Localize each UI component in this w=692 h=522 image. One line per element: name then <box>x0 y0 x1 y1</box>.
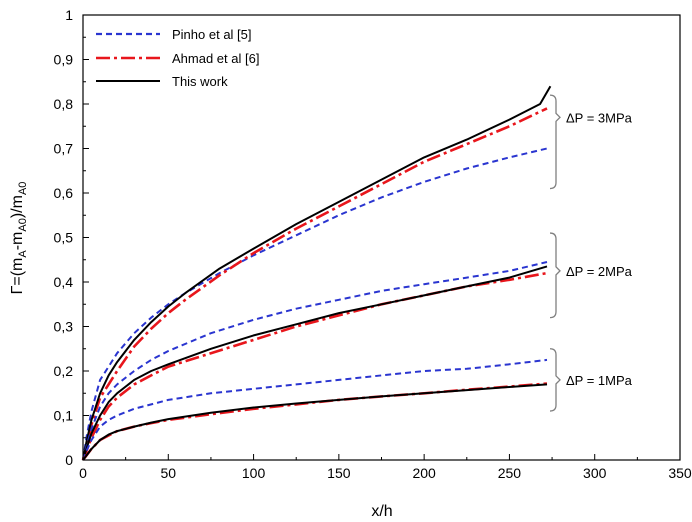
y-tick-label: 0,9 <box>54 52 74 68</box>
y-tick-label: 0,2 <box>54 363 74 379</box>
x-tick-label: 350 <box>668 465 692 481</box>
series-line-3 <box>82 261 548 461</box>
legend-label-ahmad: Ahmad et al [6] <box>172 51 259 66</box>
bracket-1mpa <box>549 348 561 412</box>
series-line-6 <box>82 358 548 461</box>
y-axis-title-prefix: Γ=(m <box>9 258 26 295</box>
axes: 0 50 100 150 200 250 300 350 0 0,1 0,2 0,3 0,4 0,5 0,6… <box>54 7 692 481</box>
x-axis-title: x/h <box>371 503 392 520</box>
series-line-8 <box>82 383 548 461</box>
series-line-5 <box>82 265 548 461</box>
y-axis-title-sub2: A0 <box>17 218 29 231</box>
legend: Pinho et al [5] Ahmad et al [6] This wor… <box>96 27 259 89</box>
bracket-2mpa <box>549 232 561 319</box>
legend-label-this-work: This work <box>172 74 228 89</box>
y-tick-label: 0,6 <box>54 185 74 201</box>
y-tick-label: 0,5 <box>54 230 74 246</box>
y-tick-label: 0,3 <box>54 319 74 335</box>
series-line-1 <box>81 107 548 461</box>
series-line-4 <box>81 271 548 461</box>
y-tick-label: 1 <box>65 7 73 23</box>
series-line-0 <box>82 147 548 461</box>
x-tick-label: 50 <box>160 465 176 481</box>
y-tick-label: 0,1 <box>54 408 74 424</box>
annotations: ΔP = 3MPa ΔP = 2MPa ΔP = 1MPa <box>549 94 633 412</box>
annotation-2mpa: ΔP = 2MPa <box>566 264 633 279</box>
series-line-2 <box>82 85 552 461</box>
annotation-3mpa: ΔP = 3MPa <box>566 110 633 125</box>
x-tick-label: 100 <box>242 465 266 481</box>
y-tick-label: 0,8 <box>54 96 74 112</box>
y-tick-label: 0,4 <box>54 274 74 290</box>
x-tick-label: 150 <box>327 465 351 481</box>
x-tick-label: 0 <box>79 465 87 481</box>
x-tick-label: 200 <box>412 465 436 481</box>
x-tick-label: 300 <box>583 465 607 481</box>
y-axis-title-sub1: A <box>17 250 29 258</box>
y-axis-title-mid: -m <box>9 232 26 251</box>
series-layer <box>81 85 552 461</box>
annotation-1mpa: ΔP = 1MPa <box>566 373 633 388</box>
y-axis-title: Γ=(mA-mA0)/mA0 <box>9 182 29 295</box>
x-tick-label: 250 <box>498 465 522 481</box>
y-tick-label: 0,7 <box>54 141 74 157</box>
legend-label-pinho: Pinho et al [5] <box>172 27 252 42</box>
y-axis-title-close: )/m <box>9 195 26 218</box>
y-tick-label: 0 <box>65 452 73 468</box>
bracket-3mpa <box>549 94 561 190</box>
y-axis-title-sub3: A0 <box>17 182 29 195</box>
